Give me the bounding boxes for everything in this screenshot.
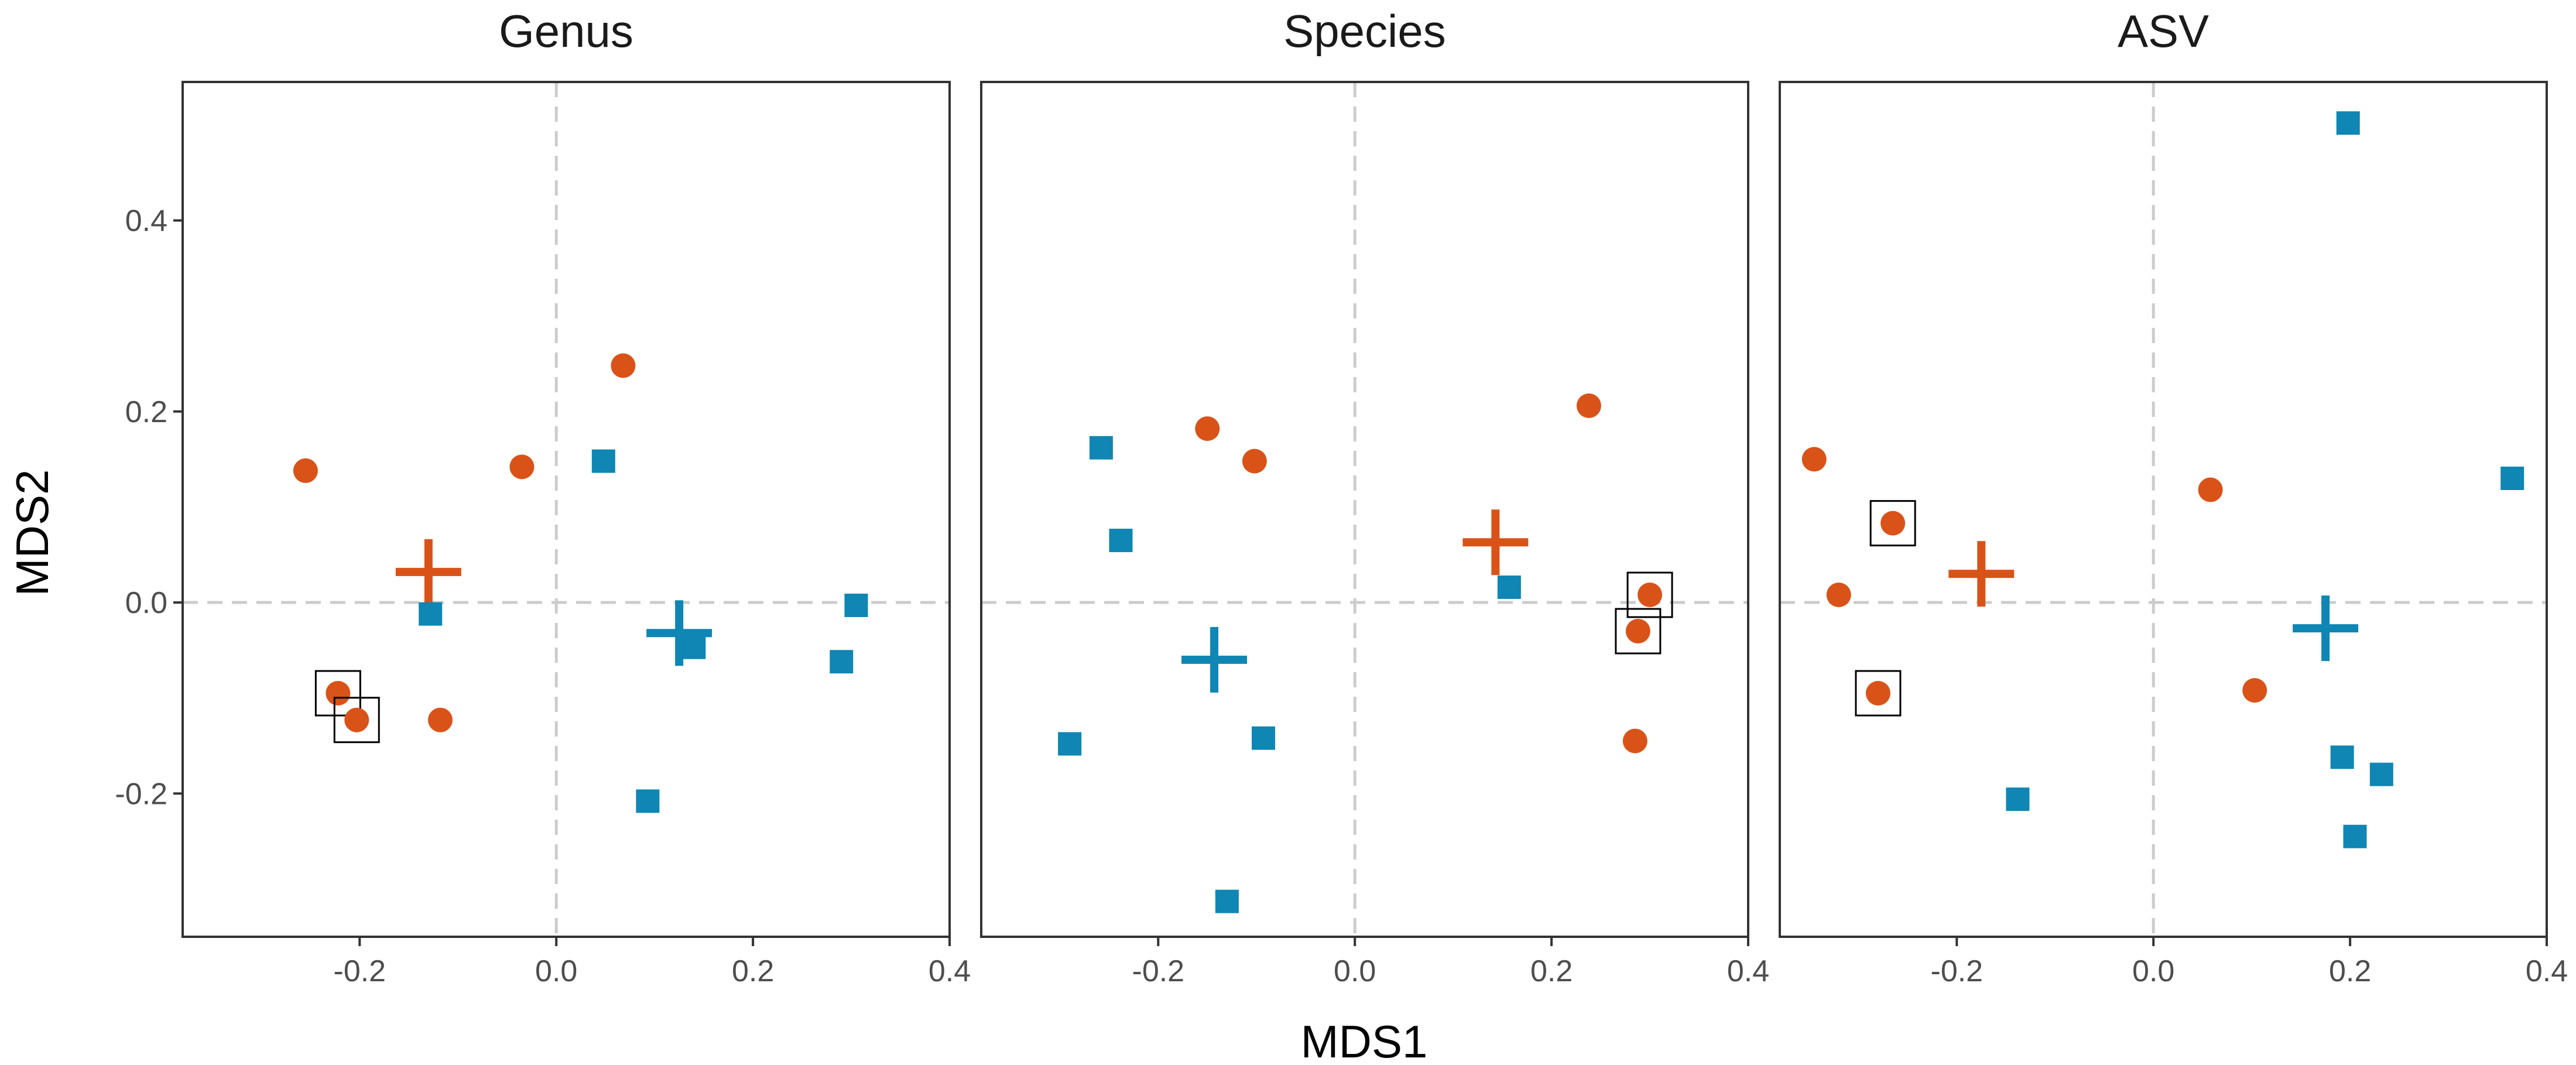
- data-point-circle: [1865, 681, 1890, 706]
- x-tick-label: 0.0: [2132, 954, 2174, 988]
- data-point-circle: [1242, 448, 1267, 474]
- centroid-marker: [1948, 541, 2015, 607]
- panel-title: Species: [1283, 5, 1446, 57]
- y-tick-label: 0.0: [125, 586, 167, 620]
- data-point-square: [636, 789, 660, 813]
- data-point-circle: [2242, 678, 2267, 703]
- data-point-square: [1089, 436, 1113, 460]
- panel-genus: Genus -0.2 0.0 0.2 0.4: [181, 5, 971, 988]
- y-tick-label: 0.2: [125, 395, 167, 429]
- data-point-square: [419, 602, 443, 626]
- data-point-square: [2006, 787, 2030, 811]
- data-point-circle: [1195, 416, 1220, 441]
- y-axis: -0.2 0.0 0.2 0.4: [115, 204, 183, 811]
- data-point-circle: [326, 681, 351, 706]
- data-point-square: [1215, 889, 1239, 913]
- data-point-circle: [2198, 477, 2223, 502]
- x-tick-label: 0.2: [2329, 954, 2371, 988]
- centroid-marker: [1181, 626, 1248, 693]
- panel-asv: ASV -0.2 0.0 0.2 0.4: [1779, 5, 2568, 988]
- data-point-circle: [1638, 583, 1663, 607]
- x-tick-label: -0.2: [334, 954, 386, 988]
- x-tick-label: -0.2: [1132, 954, 1185, 988]
- data-point-circle: [1625, 618, 1650, 643]
- highlight-box: [1869, 500, 1916, 547]
- x-tick-label: 0.4: [1727, 954, 1769, 988]
- x-tick-label: 0.4: [929, 954, 971, 988]
- data-point-circle: [293, 458, 318, 483]
- x-tick-label: -0.2: [1931, 954, 1984, 988]
- data-point-square: [2369, 762, 2393, 786]
- data-point-circle: [344, 707, 369, 732]
- data-point-square: [682, 635, 706, 659]
- panel-frame: [1779, 81, 2548, 938]
- highlight-box: [1855, 670, 1902, 717]
- data-point-square: [1252, 726, 1276, 750]
- highlight-box: [314, 670, 361, 717]
- panel-frame: [181, 81, 951, 938]
- x-axis-title: MDS1: [1301, 1016, 1428, 1065]
- y-axis-title: MDS2: [6, 470, 58, 597]
- centroid-marker: [1462, 509, 1529, 576]
- x-tick-label: 0.0: [1334, 954, 1376, 988]
- data-point-square: [2343, 824, 2367, 848]
- panel-frame: [980, 81, 1749, 938]
- highlight-box: [1626, 571, 1673, 618]
- data-point-circle: [428, 707, 453, 732]
- data-point-square: [1058, 732, 1082, 756]
- x-tick-label: 0.0: [535, 954, 577, 988]
- x-tick-label: 0.4: [2526, 954, 2568, 988]
- y-tick-label: -0.2: [115, 777, 167, 811]
- x-tick-label: 0.2: [1530, 954, 1573, 988]
- highlight-box: [1615, 608, 1662, 655]
- data-point-square: [2330, 745, 2354, 769]
- data-point-square: [591, 449, 615, 473]
- x-tick-label: 0.2: [732, 954, 774, 988]
- centroid-marker: [2293, 595, 2359, 662]
- panel-species: Species -0.2 0.0 0.2 0.4: [980, 5, 1769, 988]
- data-point-circle: [611, 353, 636, 378]
- panel-title: Genus: [499, 5, 633, 57]
- data-point-circle: [1880, 511, 1906, 536]
- data-point-circle: [1826, 583, 1851, 607]
- data-point-square: [2500, 466, 2524, 490]
- data-point-square: [2336, 111, 2360, 135]
- data-point-square: [844, 593, 868, 617]
- data-point-circle: [1622, 728, 1647, 754]
- data-point-square: [830, 650, 854, 674]
- centroid-marker: [646, 600, 712, 666]
- y-tick-label: 0.4: [125, 204, 167, 238]
- data-point-circle: [1801, 447, 1827, 472]
- data-point-circle: [1576, 393, 1601, 419]
- panel-title: ASV: [2118, 5, 2209, 57]
- highlight-box: [333, 697, 380, 744]
- data-point-square: [1497, 575, 1521, 599]
- data-point-square: [1109, 529, 1133, 553]
- centroid-marker: [395, 539, 461, 605]
- data-point-circle: [509, 454, 535, 480]
